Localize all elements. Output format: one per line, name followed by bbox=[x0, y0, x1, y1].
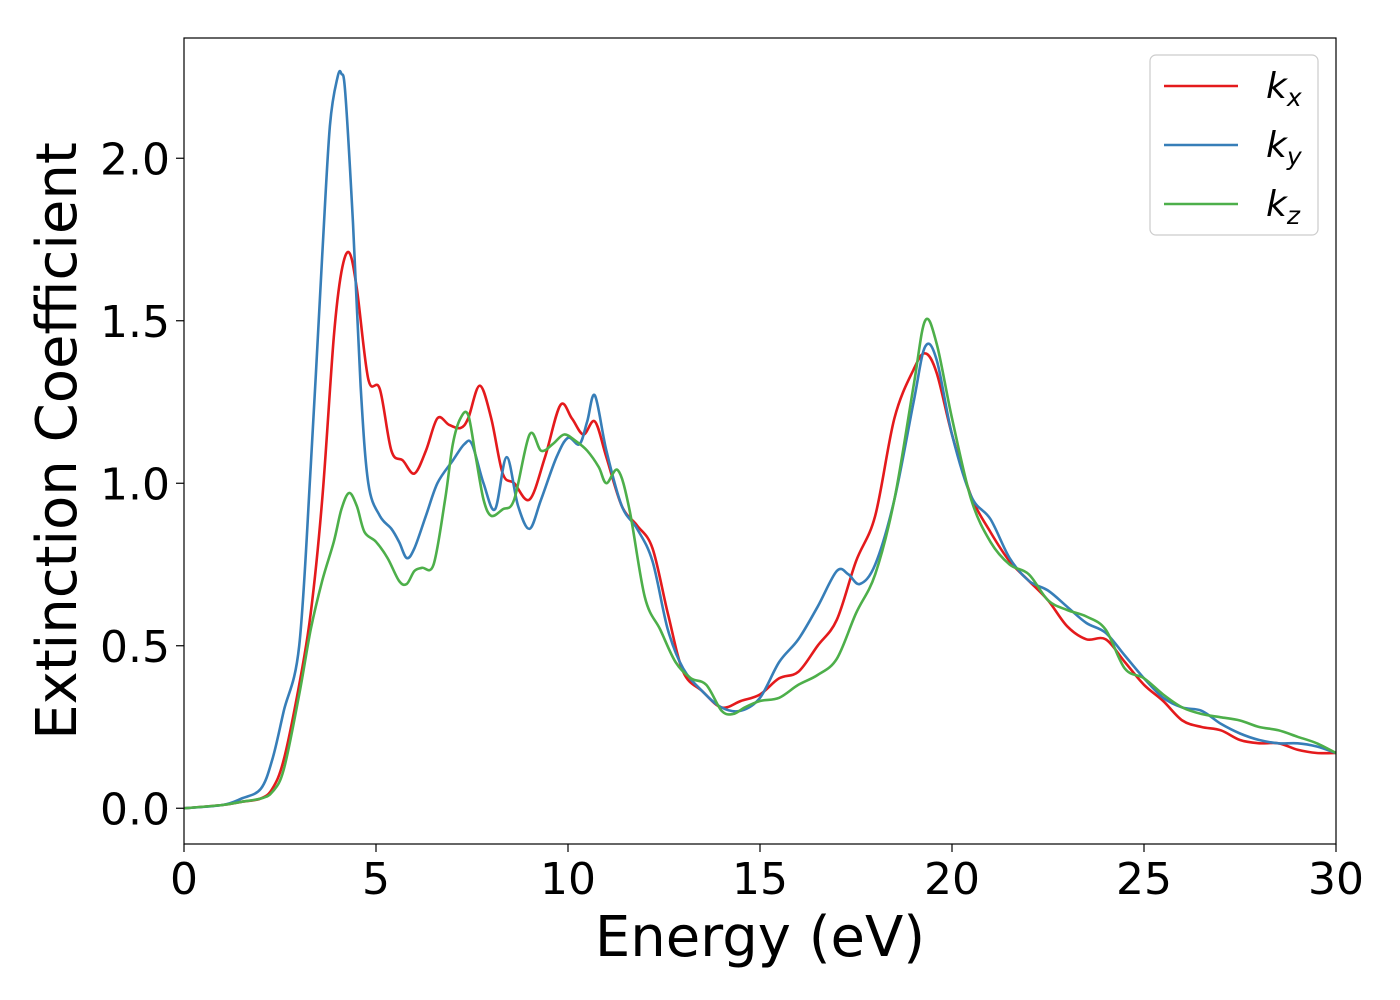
legend-label-ky: ky bbox=[1266, 125, 1303, 171]
x-axis-label: Energy (eV) bbox=[595, 905, 925, 970]
series-line-kx bbox=[183, 250, 1337, 810]
series-line-kz bbox=[183, 317, 1337, 810]
y-axis-label: Extinction Coefficient bbox=[25, 142, 90, 740]
legend-label-kx: kx bbox=[1266, 66, 1302, 112]
x-tick-label: 25 bbox=[1116, 854, 1172, 905]
y-axis-ticks: 0.0 0.5 1.0 1.5 2.0 bbox=[100, 134, 184, 835]
y-tick-label: 0.5 bbox=[100, 622, 170, 673]
x-axis-ticks: 0 5 10 15 20 25 30 bbox=[170, 844, 1364, 905]
y-tick-label: 2.0 bbox=[100, 134, 170, 185]
x-tick-label: 15 bbox=[732, 854, 788, 905]
y-tick-label: 1.5 bbox=[100, 297, 170, 348]
plot-area bbox=[184, 38, 1336, 844]
y-tick-label: 1.0 bbox=[100, 459, 170, 510]
x-tick-label: 5 bbox=[362, 854, 390, 905]
legend: kx ky kz bbox=[1149, 54, 1319, 236]
x-tick-label: 10 bbox=[540, 854, 596, 905]
y-tick-label: 0.0 bbox=[100, 784, 170, 835]
x-tick-label: 0 bbox=[170, 854, 198, 905]
x-tick-label: 30 bbox=[1308, 854, 1364, 905]
series-layer bbox=[183, 69, 1337, 810]
x-tick-label: 20 bbox=[924, 854, 980, 905]
legend-label-kz: kz bbox=[1266, 184, 1301, 230]
